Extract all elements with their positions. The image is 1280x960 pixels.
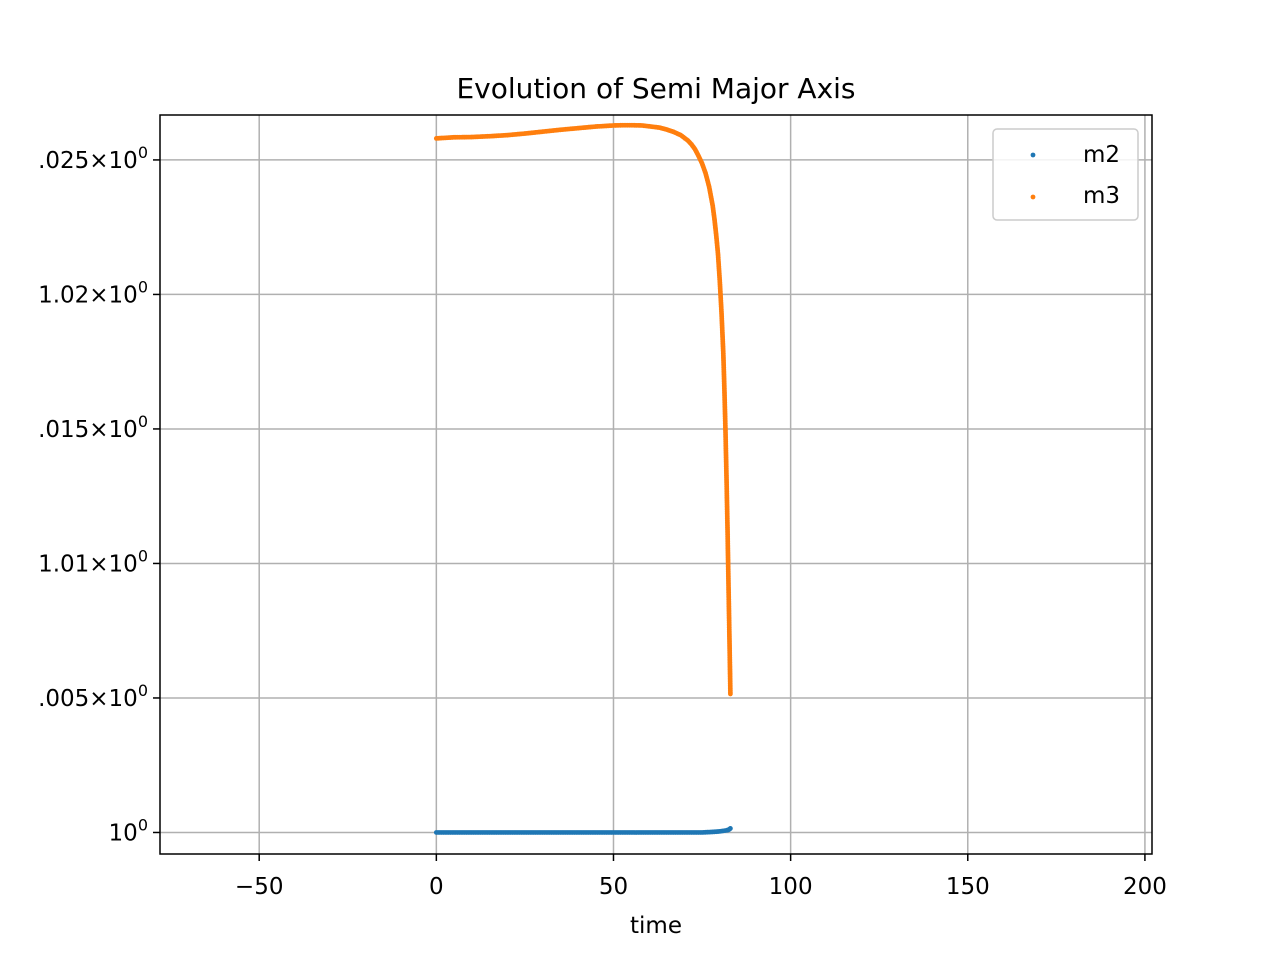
y-tick-label: .005×100 xyxy=(38,681,148,712)
series-layer xyxy=(433,122,733,835)
x-tick-label: 50 xyxy=(599,874,628,900)
x-tick-label: 200 xyxy=(1123,874,1167,900)
y-tick-label: .025×100 xyxy=(38,143,148,174)
series-m3 xyxy=(433,122,733,697)
x-tick-label: 0 xyxy=(429,874,444,900)
legend-label-m3: m3 xyxy=(1083,183,1120,209)
chart-title: Evolution of Semi Major Axis xyxy=(456,72,855,105)
plot-frame xyxy=(159,114,1153,855)
data-point-m2 xyxy=(728,826,733,831)
x-tick-label: 100 xyxy=(769,874,813,900)
y-tick-label: .015×100 xyxy=(38,412,148,443)
legend: m2 m3 xyxy=(992,128,1139,221)
x-axis-label: time xyxy=(630,913,682,939)
series-m2 xyxy=(433,826,733,835)
y-tick-label: 100 xyxy=(109,815,148,846)
x-axis: −50 0 50 100 150 200 xyxy=(235,854,1167,900)
y-axis: 100 .005×100 1.01×100 .015×100 1.02×100 .025×… xyxy=(38,143,160,846)
x-tick-label: −50 xyxy=(235,874,284,900)
legend-frame xyxy=(992,128,1139,221)
x-tick-label: 150 xyxy=(946,874,990,900)
legend-marker-m2 xyxy=(1030,152,1036,158)
grid-lines xyxy=(160,115,1152,854)
y-tick-label: 1.02×100 xyxy=(38,277,148,308)
legend-marker-m3 xyxy=(1030,194,1036,200)
y-tick-label: 1.01×100 xyxy=(38,546,148,577)
data-point-m3 xyxy=(728,691,733,697)
legend-label-m2: m2 xyxy=(1083,142,1120,168)
